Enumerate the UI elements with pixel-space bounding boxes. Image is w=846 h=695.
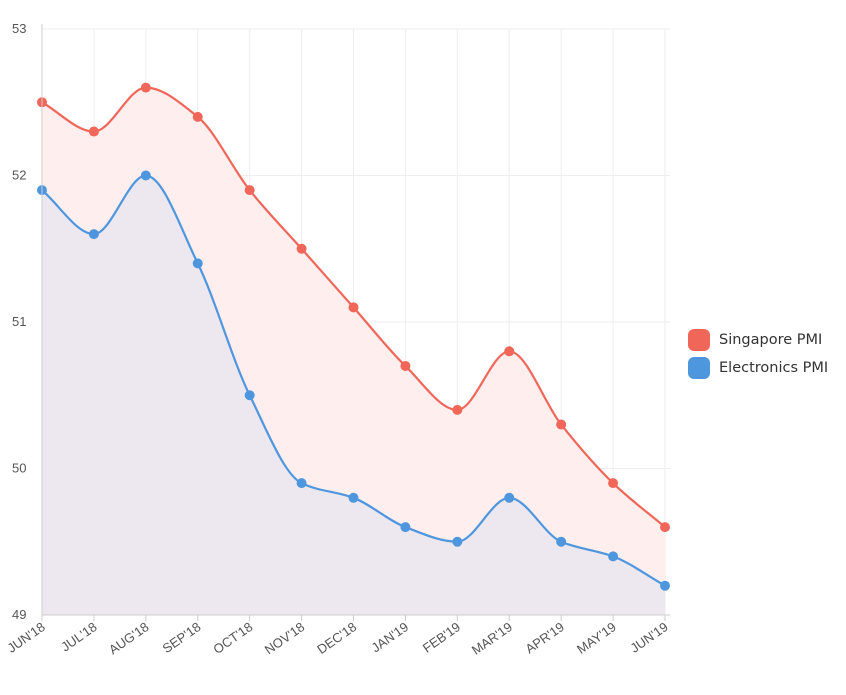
x-tick-label: AUG'18	[106, 619, 152, 657]
singapore-pmi-point[interactable]	[88, 126, 99, 137]
x-tick-label: MAY'19	[574, 619, 619, 657]
legend-label-singapore-pmi: Singapore PMI	[719, 332, 823, 348]
y-tick-label: 49	[12, 607, 26, 622]
electronics-pmi-point[interactable]	[140, 170, 151, 181]
y-tick-label: 50	[12, 461, 26, 476]
x-tick-label: JUL'18	[58, 619, 99, 654]
y-tick-label: 53	[12, 21, 26, 36]
y-tick-label: 52	[12, 168, 26, 183]
singapore-pmi-point[interactable]	[504, 346, 515, 357]
y-tick-label: 51	[12, 314, 26, 329]
electronics-pmi-point[interactable]	[660, 580, 670, 591]
singapore-pmi-point[interactable]	[400, 360, 411, 371]
singapore-pmi-point[interactable]	[140, 82, 151, 93]
legend-label-electronics-pmi: Electronics PMI	[719, 360, 829, 376]
electronics-pmi-point[interactable]	[452, 536, 463, 547]
x-tick-label: JAN'19	[369, 619, 412, 655]
x-tick-label: DEC'18	[314, 619, 359, 657]
electronics-pmi-point[interactable]	[296, 478, 307, 489]
singapore-pmi-point[interactable]	[608, 478, 619, 489]
electronics-pmi-point[interactable]	[244, 390, 255, 401]
electronics-pmi-point[interactable]	[400, 522, 411, 533]
singapore-pmi-point[interactable]	[452, 404, 463, 415]
electronics-pmi-point[interactable]	[348, 492, 359, 503]
singapore-pmi-point[interactable]	[244, 185, 255, 196]
legend: Singapore PMI Electronics PMI	[688, 326, 828, 382]
electronics-pmi-point[interactable]	[556, 536, 567, 547]
data-points	[37, 82, 670, 591]
singapore-pmi-point[interactable]	[192, 111, 203, 122]
x-tick-label: JUN'18	[5, 619, 48, 656]
legend-item-electronics-pmi[interactable]: Electronics PMI	[688, 354, 828, 382]
electronics-pmi-point[interactable]	[88, 229, 99, 240]
x-tick-label: NOV'18	[262, 619, 308, 657]
electronics-pmi-point[interactable]	[608, 551, 619, 562]
singapore-pmi-point[interactable]	[348, 302, 359, 313]
x-tick-label: SEP'18	[160, 619, 204, 656]
series-areas	[42, 87, 665, 616]
singapore-pmi-point[interactable]	[660, 522, 670, 533]
x-tick-label: FEB'19	[420, 619, 463, 656]
singapore-pmi-point[interactable]	[296, 243, 307, 254]
legend-swatch-singapore-pmi	[688, 329, 710, 351]
singapore-pmi-point[interactable]	[556, 419, 567, 430]
legend-item-singapore-pmi[interactable]: Singapore PMI	[688, 326, 828, 354]
electronics-pmi-area	[42, 175, 665, 615]
x-tick-label: JUN'19	[628, 619, 671, 656]
x-tick-label: MAR'19	[469, 619, 515, 658]
x-tick-label: OCT'18	[210, 619, 255, 657]
electronics-pmi-point[interactable]	[504, 492, 515, 503]
electronics-pmi-point[interactable]	[192, 258, 203, 269]
x-tick-label: APR'19	[523, 619, 567, 656]
legend-swatch-electronics-pmi	[688, 357, 710, 379]
